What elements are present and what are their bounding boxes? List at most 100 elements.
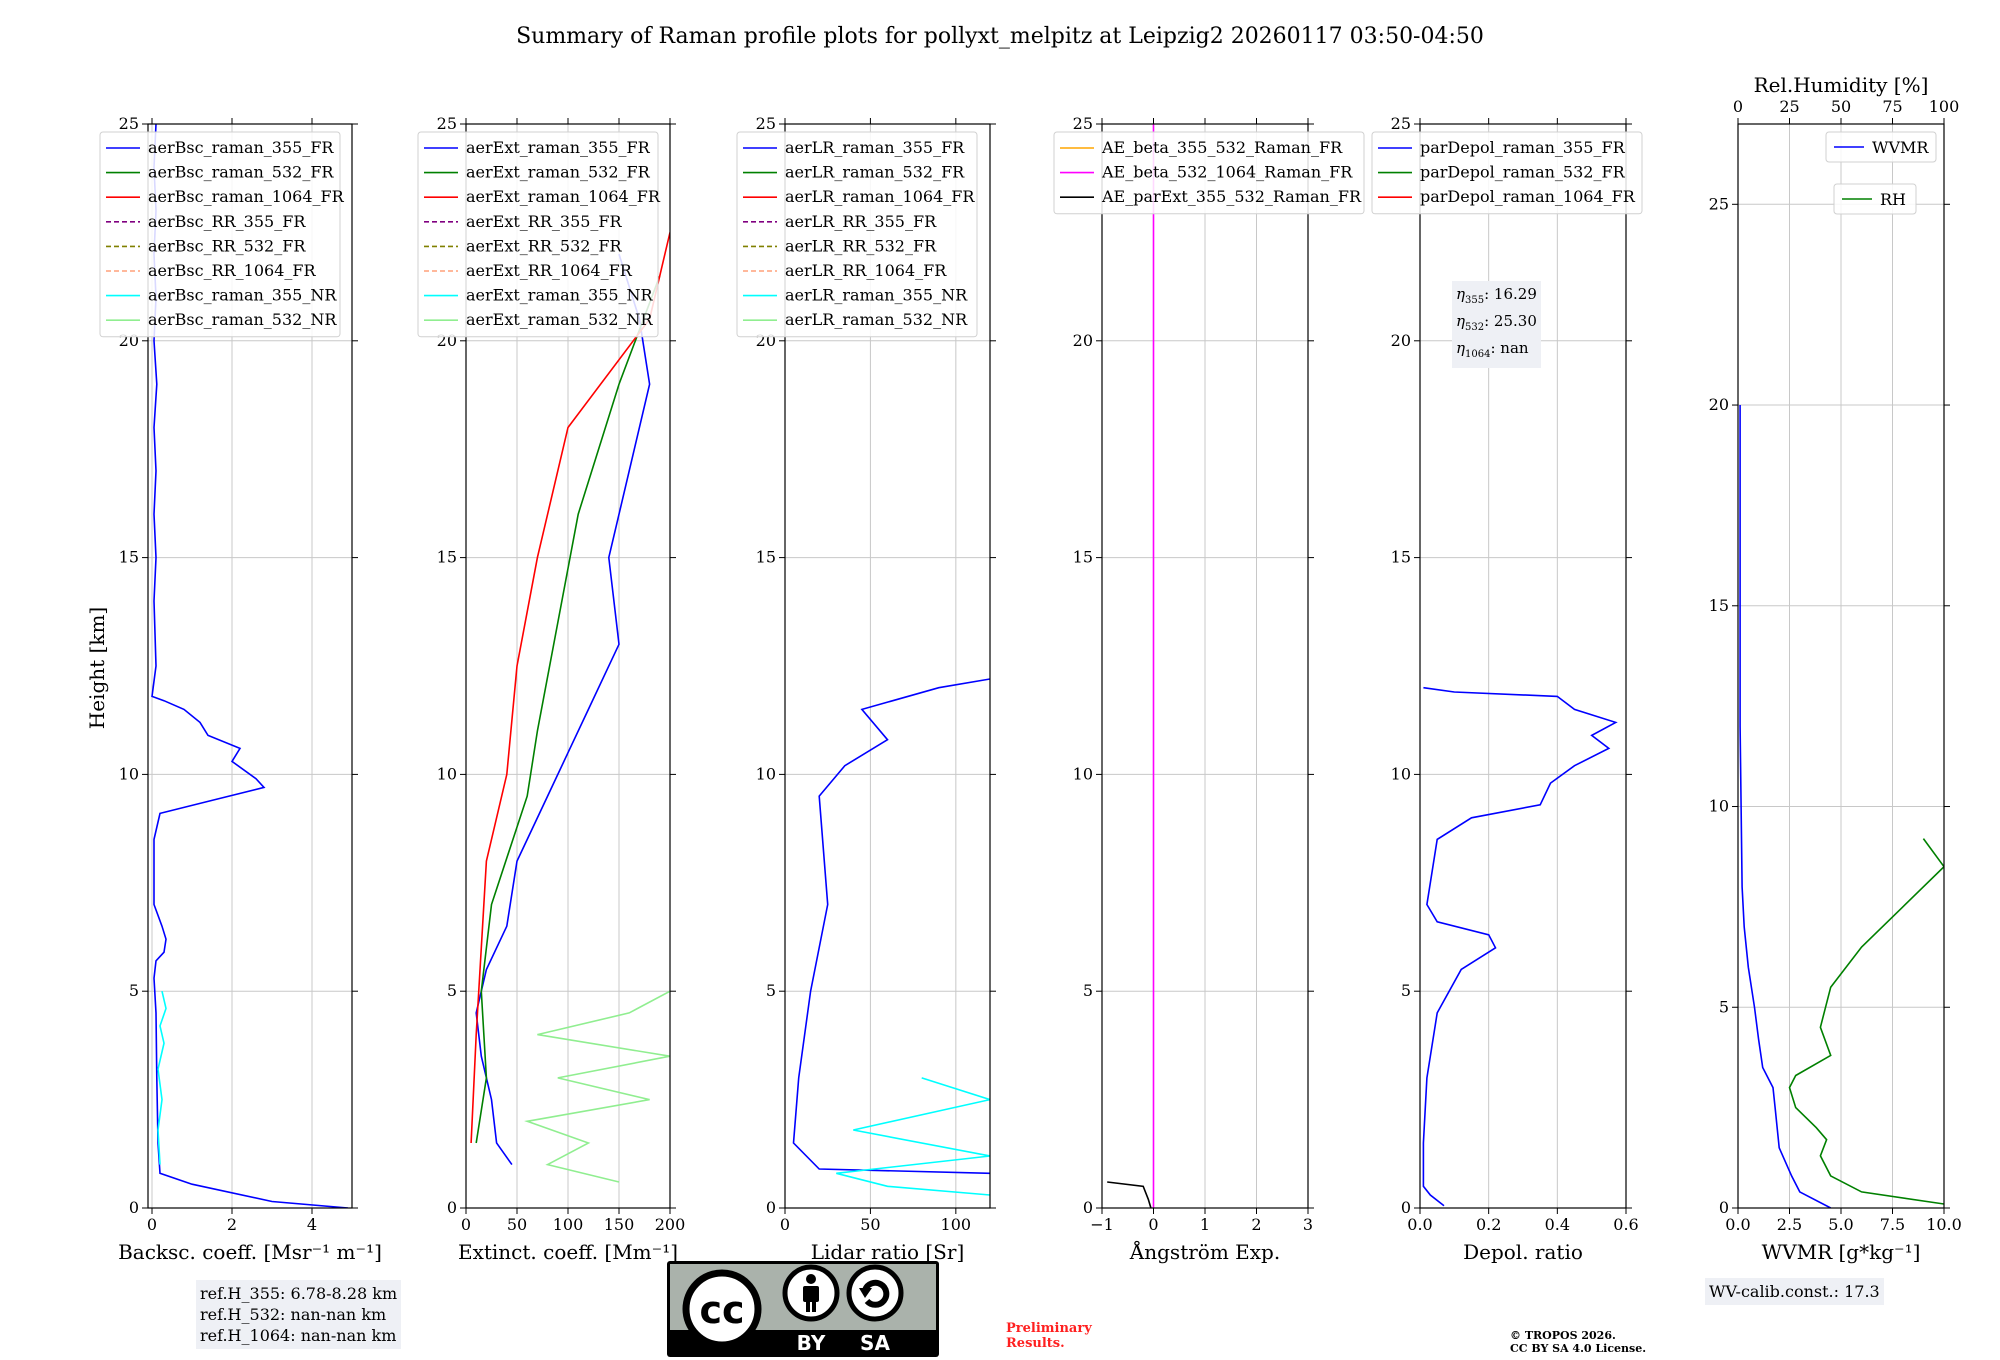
y-tick-label: 0	[129, 1198, 139, 1217]
eta-532-value: 25.30	[1493, 312, 1537, 330]
axes-frame	[784, 123, 991, 1209]
legend-label: aerLR_RR_1064_FR	[785, 261, 947, 280]
series-aerLR_raman_355_NR	[836, 1077, 990, 1196]
y-tick-label: 25	[119, 114, 139, 133]
legend-label: aerExt_RR_532_FR	[466, 236, 623, 255]
legend: aerLR_raman_355_FR aerLR_raman_532_FR aerL…	[736, 131, 978, 338]
x-tick-label: 50	[860, 1215, 880, 1234]
series-aerExt_raman_1064_FR	[470, 232, 670, 1144]
x-tick-label: 5.0	[1828, 1215, 1853, 1234]
figure-title: Summary of Raman profile plots for polly…	[516, 24, 1484, 49]
x-tick-label: 0	[780, 1215, 790, 1234]
legend: AE_beta_355_532_Raman_FR AE_beta_532_1064…	[1053, 131, 1365, 215]
x-tick-label: 0.0	[1407, 1215, 1432, 1234]
attribution-icon	[782, 1264, 840, 1322]
preliminary-line2: Results.	[1006, 1336, 1065, 1351]
legend-label: aerBsc_RR_532_FR	[148, 236, 306, 255]
wv-calib: WV-calib.const.: 17.3	[1709, 1282, 1880, 1301]
top-tick-label: 25	[1779, 97, 1799, 116]
legend-label: aerBsc_raman_355_NR	[148, 286, 337, 305]
x-tick-label: 2.5	[1777, 1215, 1802, 1234]
top-tick-label: 100	[1929, 97, 1960, 116]
legend-label: aerExt_RR_355_FR	[466, 212, 623, 231]
y-tick-label: 10	[1073, 764, 1093, 783]
top-tick-label: 75	[1882, 97, 1902, 116]
x-tick-label: −1	[1090, 1215, 1114, 1234]
eta-1064-value: nan	[1500, 339, 1529, 357]
y-tick-label: 10	[1391, 764, 1411, 783]
x-tick-label: 0	[1148, 1215, 1158, 1234]
x-tick-label: 0	[461, 1215, 471, 1234]
panel-wv: 0.0 2.5 5.0 7.5 10.0 0 5 10 15 20 25 WVMR [g*kg⁻¹] 0…	[1709, 73, 1962, 1264]
y-tick-label: 5	[766, 981, 776, 1000]
legend-label: aerBsc_raman_1064_FR	[148, 187, 345, 206]
eta-355-value: 16.29	[1493, 285, 1537, 303]
legend-label: aerBsc_RR_1064_FR	[148, 261, 317, 280]
legend: aerExt_raman_355_FR aerExt_raman_532_FRae…	[417, 131, 661, 338]
axes-frame	[147, 123, 353, 1209]
legend-box	[1053, 131, 1365, 215]
legend-label: WVMR	[1872, 138, 1929, 157]
axes-frame	[1419, 123, 1627, 1209]
y-tick-label: 25	[1073, 114, 1093, 133]
preliminary-line1: Preliminary	[1006, 1321, 1092, 1336]
legend: aerBsc_raman_355_FR aerBsc_raman_532_FRae…	[99, 131, 345, 338]
top-tick-label: 50	[1831, 97, 1851, 116]
x-tick-label: 0.0	[1725, 1215, 1750, 1234]
legend-label: aerLR_RR_532_FR	[785, 236, 937, 255]
legend-label: aerLR_raman_532_FR	[785, 163, 965, 182]
badge-sa-label: SA	[860, 1331, 890, 1355]
series-aerLR_raman_355_FR	[792, 678, 990, 1175]
y-tick-label: 15	[1391, 548, 1411, 567]
legend-label: aerLR_raman_355_FR	[785, 138, 965, 157]
x-tick-label: 2	[227, 1215, 237, 1234]
series-aerExt_raman_532_FR	[475, 275, 661, 1144]
y-tick-label: 0	[1719, 1198, 1729, 1217]
legend-label: parDepol_raman_1064_FR	[1420, 187, 1636, 206]
x-tick-label: 0.6	[1613, 1215, 1638, 1234]
series-AE_parExt_355_532_Raman_FR	[1107, 1181, 1152, 1208]
y-tick-label: 5	[129, 981, 139, 1000]
legend-label: aerLR_raman_1064_FR	[785, 187, 975, 206]
y-tick-label: 25	[1391, 114, 1411, 133]
legend-RH: RH	[1833, 183, 1917, 215]
legend-WVMR: WVMR	[1825, 131, 1937, 163]
legend-label: aerExt_raman_532_NR	[466, 310, 654, 329]
eta-355: η355: 16.29	[1456, 285, 1537, 306]
cc-license-badge[interactable]: cc BY SA	[666, 1260, 940, 1358]
legend-label: aerExt_raman_532_FR	[466, 163, 651, 182]
x-tick-label: 200	[655, 1215, 686, 1234]
badge-by-label: BY	[797, 1331, 826, 1355]
series-aerExt_raman_355_FR	[475, 253, 651, 1166]
legend-label: aerLR_raman_355_NR	[785, 286, 968, 305]
y-tick-label: 15	[1709, 596, 1729, 615]
legend-box	[99, 131, 341, 338]
y-tick-label: 10	[437, 764, 457, 783]
ref-h-1064: ref.H_1064: nan-nan km	[200, 1326, 397, 1345]
y-tick-label: 5	[447, 981, 457, 1000]
y-tick-label: 15	[1073, 548, 1093, 567]
eta-box: η355: 16.29 η532: 25.30 η1064: nan	[1452, 281, 1541, 368]
eta-1064: η1064: nan	[1456, 339, 1529, 360]
legend-box	[1833, 183, 1917, 215]
legend-box	[736, 131, 978, 338]
legend: parDepol_raman_355_FR parDepol_raman_532_…	[1371, 131, 1643, 215]
y-tick-label: 10	[119, 764, 139, 783]
legend-box	[1371, 131, 1643, 215]
y-tick-label: 15	[437, 548, 457, 567]
x-tick-label: 50	[507, 1215, 527, 1234]
legend-label: aerBsc_raman_532_FR	[148, 163, 334, 182]
series-aerBsc_raman_355_NR	[157, 991, 167, 1165]
series-aerBsc_raman_355_FR	[151, 124, 349, 1208]
y-tick-label: 5	[1401, 981, 1411, 1000]
legend-label: aerExt_raman_355_NR	[466, 286, 654, 305]
legend-label: AE_beta_355_532_Raman_FR	[1101, 138, 1343, 157]
y-tick-label: 25	[1709, 194, 1729, 213]
legend-box	[1825, 131, 1937, 163]
x-axis-label: Ångström Exp.	[1129, 1239, 1280, 1264]
